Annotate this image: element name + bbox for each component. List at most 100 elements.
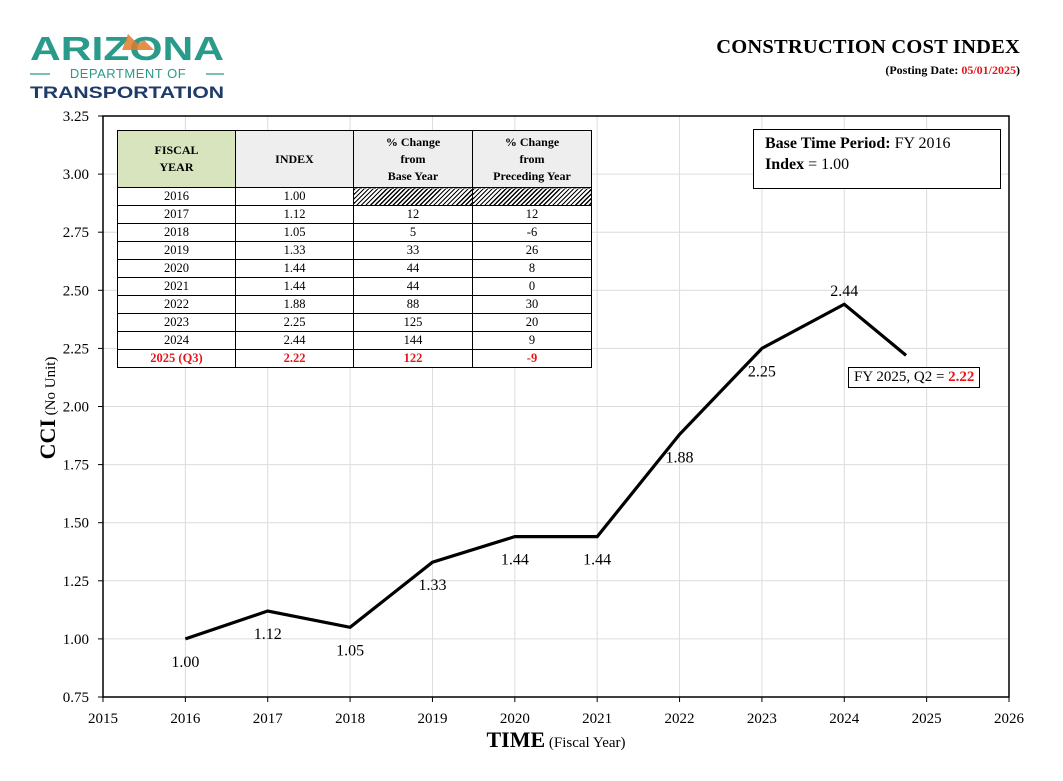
x-tick-label: 2025 <box>912 711 942 727</box>
x-axis-subtitle: (Fiscal Year) <box>548 735 626 751</box>
y-axis-title: CCI <box>35 419 60 460</box>
cell-change-base: 33 <box>353 241 473 260</box>
y-axis-label: CCI (No Unit) <box>35 357 61 460</box>
x-tick-label: 2015 <box>88 711 118 727</box>
cell-change-preceding: -9 <box>472 349 592 368</box>
posting-date-value: 05/01/2025 <box>961 63 1016 77</box>
cell-change-preceding <box>472 187 592 206</box>
cell-index: 2.44 <box>235 331 354 350</box>
cell-index: 1.12 <box>235 205 354 224</box>
x-tick-label: 2020 <box>500 711 530 727</box>
header-change-base: % Change from Base Year <box>353 130 473 188</box>
table-row: 2024 2.44 144 9 <box>117 331 592 350</box>
table-row: 2023 2.25 125 20 <box>117 313 592 332</box>
cell-change-preceding: 26 <box>472 241 592 260</box>
series-cci <box>184 302 908 641</box>
x-tick-label: 2016 <box>170 711 201 727</box>
cell-change-preceding: 8 <box>472 259 592 278</box>
x-tick-label: 2023 <box>747 711 777 727</box>
data-labels: 1.001.121.051.331.44 1.441.882.252.44 <box>171 283 858 671</box>
y-tick-label: 1.75 <box>63 458 89 474</box>
cell-change-base: 12 <box>353 205 473 224</box>
y-axis: 0.75 1.00 1.25 1.50 1.75 2.00 2.25 2.50 2.75 3.00… <box>63 109 103 706</box>
base-period-label: Base Time Period: <box>765 135 891 152</box>
cell-change-preceding: 12 <box>472 205 592 224</box>
data-label: 2.44 <box>830 283 858 300</box>
table-row: 2025 (Q3) 2.22 122 -9 <box>117 349 592 368</box>
header-change-preceding: % Change from Preceding Year <box>472 130 592 188</box>
cell-change-preceding: 0 <box>472 277 592 296</box>
x-axis-title: TIME <box>486 727 546 752</box>
x-tick-label: 2018 <box>335 711 365 727</box>
cell-year: 2021 <box>117 277 236 296</box>
cell-year: 2022 <box>117 295 236 314</box>
cell-change-preceding: 20 <box>472 313 592 332</box>
callout-value: 2.22 <box>948 369 975 385</box>
cell-index: 2.25 <box>235 313 354 332</box>
y-tick-label: 3.25 <box>63 109 89 125</box>
y-tick-label: 1.25 <box>63 574 89 590</box>
data-label: 2.25 <box>748 363 776 380</box>
table-header-row: FISCAL YEAR INDEX % Change from Base Year %… <box>117 130 592 188</box>
logo-department: DEPARTMENT OF <box>70 66 186 81</box>
y-tick-label: 3.00 <box>63 167 89 183</box>
posting-date: (Posting Date: 05/01/2025) <box>885 63 1020 78</box>
y-tick-label: 1.50 <box>63 516 89 532</box>
series-line <box>184 302 908 641</box>
cell-change-base: 125 <box>353 313 473 332</box>
x-tick-label: 2021 <box>582 711 612 727</box>
x-tick-label: 2024 <box>829 711 860 727</box>
data-label: 1.12 <box>254 626 282 643</box>
cell-index: 1.88 <box>235 295 354 314</box>
cell-change-base: 144 <box>353 331 473 350</box>
y-tick-label: 2.25 <box>63 341 89 357</box>
y-tick-label: 0.75 <box>63 690 89 706</box>
cci-data-table: FISCAL YEAR INDEX % Change from Base Year %… <box>117 130 592 368</box>
adot-logo: ARIZONA DEPARTMENT OF TRANSPORTATION <box>30 30 224 102</box>
cell-year: 2017 <box>117 205 236 224</box>
x-axis: 2015 2016 2017 2018 2019 2020 2021 2022 2023 2024… <box>88 697 1025 727</box>
cell-year: 2019 <box>117 241 236 260</box>
table-row: 2022 1.88 88 30 <box>117 295 592 314</box>
table-body: 2016 1.00 2017 1.12 12 12 2018 1.05 5 -6 2019 1.33 3… <box>117 187 592 368</box>
cell-year: 2016 <box>117 187 236 206</box>
base-index-line: Index = 1.00 <box>765 154 1000 175</box>
chart-title: CONSTRUCTION COST INDEX <box>716 36 1020 58</box>
cell-year: 2024 <box>117 331 236 350</box>
x-axis-label: TIME (Fiscal Year) <box>486 727 625 753</box>
table-row: 2019 1.33 33 26 <box>117 241 592 260</box>
cell-change-preceding: 30 <box>472 295 592 314</box>
cell-index: 2.22 <box>235 349 354 368</box>
data-label: 1.44 <box>583 552 611 569</box>
posting-label: (Posting Date: <box>885 63 962 77</box>
cell-change-base: 44 <box>353 259 473 278</box>
callout-prefix: FY 2025, Q2 = <box>854 369 949 385</box>
table-row: 2017 1.12 12 12 <box>117 205 592 224</box>
y-axis-subtitle: (No Unit) <box>43 356 59 416</box>
data-label: 1.44 <box>501 552 529 569</box>
data-label: 1.88 <box>666 449 694 466</box>
cell-change-base: 88 <box>353 295 473 314</box>
data-label: 1.33 <box>418 577 446 594</box>
base-period-line: Base Time Period: FY 2016 <box>765 133 1000 154</box>
y-tick-label: 2.50 <box>63 283 89 299</box>
cell-change-preceding: 9 <box>472 331 592 350</box>
x-tick-label: 2026 <box>994 711 1025 727</box>
cell-change-base: 44 <box>353 277 473 296</box>
table-row: 2016 1.00 <box>117 187 592 206</box>
cell-index: 1.05 <box>235 223 354 242</box>
cell-change-base <box>353 187 473 206</box>
header-fiscal-year: FISCAL YEAR <box>117 130 236 188</box>
data-label: 1.05 <box>336 642 364 659</box>
cell-index: 1.00 <box>235 187 354 206</box>
cell-index: 1.44 <box>235 277 354 296</box>
header-index: INDEX <box>235 130 354 188</box>
x-tick-label: 2022 <box>665 711 695 727</box>
cell-year: 2020 <box>117 259 236 278</box>
base-index-label: Index <box>765 156 805 173</box>
data-label: 1.00 <box>171 654 199 671</box>
posting-close: ) <box>1016 63 1020 77</box>
y-tick-label: 2.00 <box>63 400 89 416</box>
table-row: 2018 1.05 5 -6 <box>117 223 592 242</box>
